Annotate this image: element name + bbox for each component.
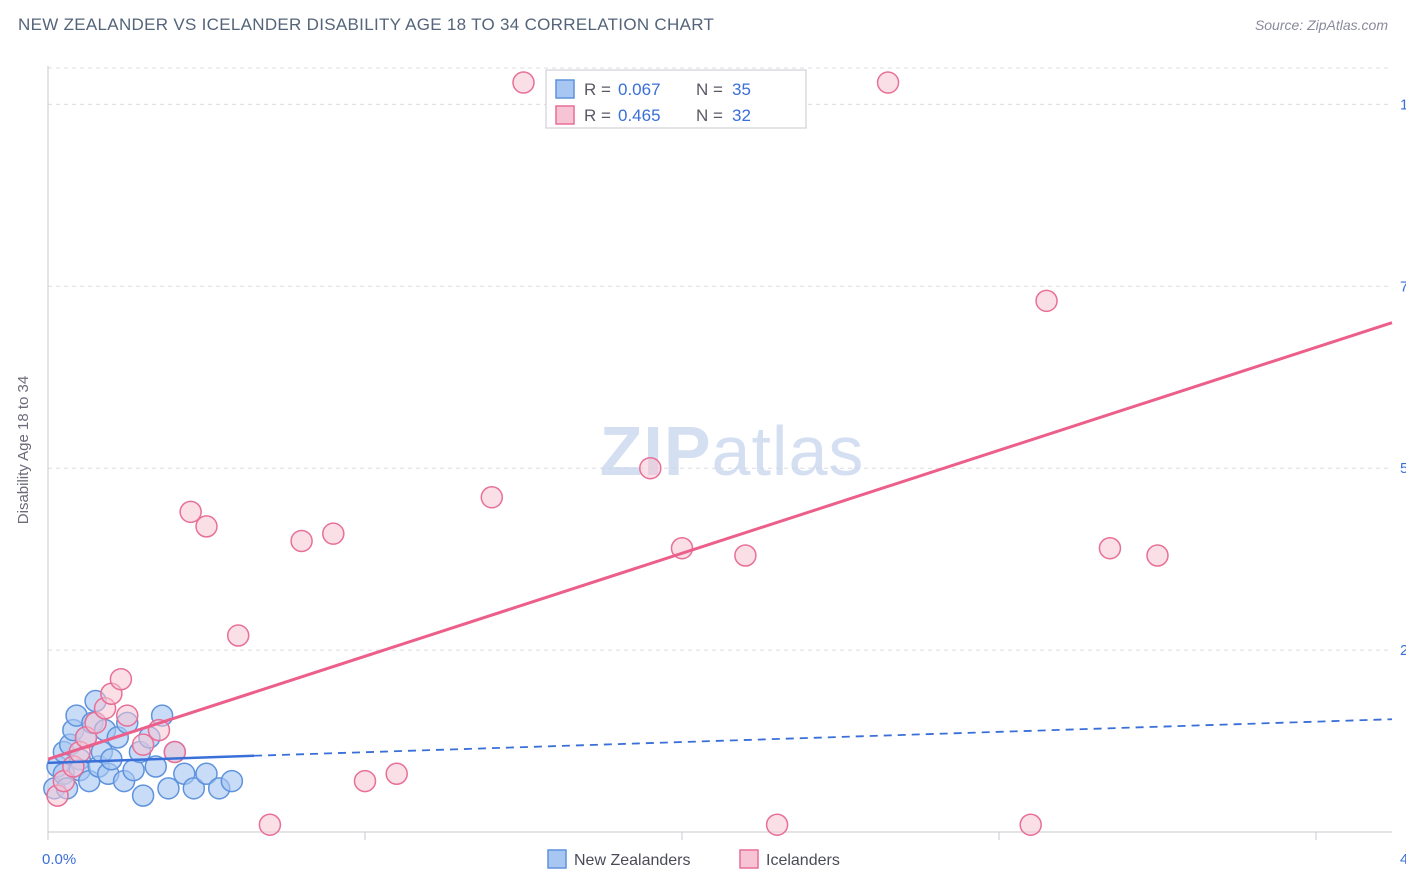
scatter-point xyxy=(221,771,242,792)
legend-n-label: N = xyxy=(696,106,723,125)
scatter-point xyxy=(323,523,344,544)
series-legend-swatch xyxy=(548,850,566,868)
scatter-chart: ZIPatlas Disability Age 18 to 34 25.0% 50.0… xyxy=(0,40,1406,892)
scatter-point xyxy=(1036,290,1057,311)
x-tick-label: 0.0% xyxy=(42,851,76,868)
scatter-point xyxy=(196,516,217,537)
y-tick-label: 50.0% xyxy=(1400,460,1406,477)
y-tick-label: 75.0% xyxy=(1400,278,1406,295)
y-tick-label: 100.0% xyxy=(1400,96,1406,113)
scatter-point xyxy=(228,625,249,646)
trend-line xyxy=(48,323,1392,760)
legend-swatch xyxy=(556,80,574,98)
chart-title: NEW ZEALANDER VS ICELANDER DISABILITY AG… xyxy=(18,15,714,35)
scatter-point xyxy=(481,487,502,508)
chart-svg: ZIPatlas Disability Age 18 to 34 25.0% 50.0… xyxy=(0,40,1406,892)
scatter-point xyxy=(133,785,154,806)
x-tick-label: 40.0% xyxy=(1400,851,1406,868)
scatter-point xyxy=(291,530,312,551)
legend-r-label: R = xyxy=(584,80,611,99)
legend-n-value: 35 xyxy=(732,80,751,99)
trend-line-dashed xyxy=(254,719,1392,756)
y-tick-label: 25.0% xyxy=(1400,642,1406,659)
scatter-point xyxy=(767,814,788,835)
legend-n-label: N = xyxy=(696,80,723,99)
y-axis-title: Disability Age 18 to 34 xyxy=(15,376,32,524)
scatter-point xyxy=(386,763,407,784)
series-legend-label: New Zealanders xyxy=(574,852,691,869)
scatter-point xyxy=(110,669,131,690)
scatter-point xyxy=(1020,814,1041,835)
scatter-point xyxy=(1099,538,1120,559)
legend-r-value: 0.465 xyxy=(618,106,661,125)
scatter-point xyxy=(640,458,661,479)
series-legend-swatch xyxy=(740,850,758,868)
title-bar: NEW ZEALANDER VS ICELANDER DISABILITY AG… xyxy=(0,0,1406,40)
source-attribution: Source: ZipAtlas.com xyxy=(1255,17,1388,33)
legend-n-value: 32 xyxy=(732,106,751,125)
series-legend-label: Icelanders xyxy=(766,852,840,869)
scatter-point xyxy=(259,814,280,835)
scatter-point xyxy=(1147,545,1168,566)
legend-swatch xyxy=(556,106,574,124)
legend-r-label: R = xyxy=(584,106,611,125)
watermark: ZIPatlas xyxy=(600,412,865,490)
scatter-point xyxy=(735,545,756,566)
scatter-point xyxy=(117,705,138,726)
scatter-point xyxy=(878,72,899,93)
scatter-point xyxy=(513,72,534,93)
scatter-point xyxy=(355,771,376,792)
legend-r-value: 0.067 xyxy=(618,80,661,99)
